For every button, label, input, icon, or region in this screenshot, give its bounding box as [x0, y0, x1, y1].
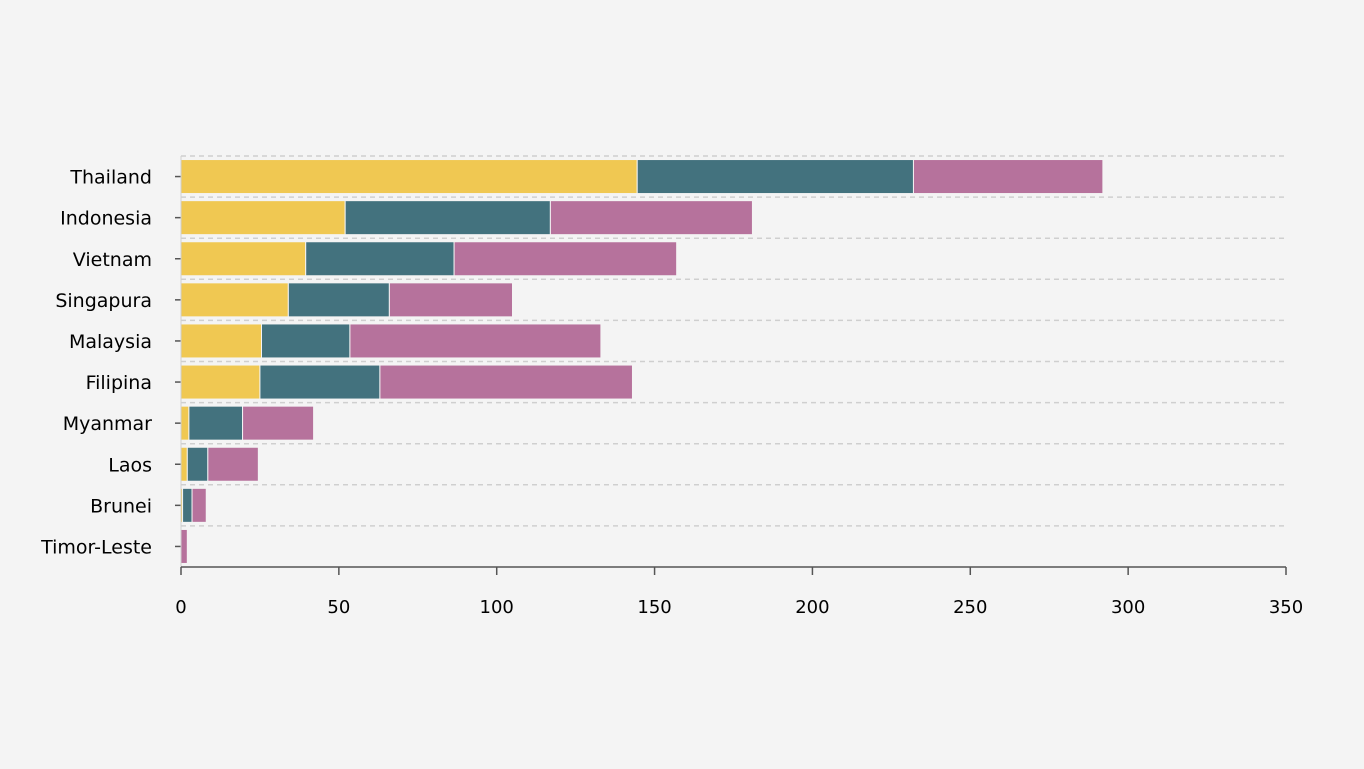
bar-segment-indonesia[interactable]: [549, 200, 753, 236]
x-tick-label: 50: [327, 597, 350, 618]
axis-layer: [175, 156, 1287, 575]
bar-segment-laos[interactable]: [186, 446, 209, 482]
bar-segment-vietnam[interactable]: [453, 241, 678, 277]
bar-segment-indonesia[interactable]: [180, 200, 346, 236]
category-label: Brunei: [90, 495, 152, 517]
x-tick-label: 250: [953, 597, 987, 618]
category-label: Laos: [108, 454, 152, 476]
bar-segment-malaysia[interactable]: [349, 323, 602, 359]
bar-segment-singapura[interactable]: [180, 282, 289, 318]
bar-segment-myanmar[interactable]: [188, 405, 244, 441]
x-tick-label: 100: [480, 597, 514, 618]
bar-segment-myanmar[interactable]: [180, 405, 190, 441]
bar-segment-timor-leste[interactable]: [180, 528, 188, 564]
x-tick-label: 350: [1269, 597, 1303, 618]
bar-segment-thailand[interactable]: [180, 159, 638, 195]
bar-segment-vietnam[interactable]: [180, 241, 307, 277]
bar-segment-myanmar[interactable]: [242, 405, 315, 441]
category-label: Filipina: [86, 372, 152, 394]
x-tick-label: 0: [175, 597, 186, 618]
category-label: Myanmar: [63, 413, 152, 435]
bar-segment-thailand[interactable]: [912, 159, 1104, 195]
x-tick-label: 300: [1111, 597, 1145, 618]
bar-segment-laos[interactable]: [207, 446, 259, 482]
x-tick-label: 200: [795, 597, 829, 618]
bar-segment-laos[interactable]: [180, 446, 188, 482]
grid-layer: [181, 155, 1286, 527]
category-label: Timor-Leste: [40, 536, 152, 558]
bar-segment-brunei[interactable]: [182, 487, 193, 523]
bar-segment-filipina[interactable]: [379, 364, 633, 400]
bar-segment-malaysia[interactable]: [261, 323, 351, 359]
category-label: Malaysia: [69, 331, 152, 353]
bar-segment-singapura[interactable]: [287, 282, 390, 318]
bar-segment-filipina[interactable]: [180, 364, 261, 400]
x-tick-label: 150: [637, 597, 671, 618]
bar-segment-malaysia[interactable]: [180, 323, 263, 359]
bar-segment-indonesia[interactable]: [344, 200, 551, 236]
category-label: Singapura: [55, 290, 152, 312]
bar-layer: [180, 159, 1104, 564]
category-label: Thailand: [69, 167, 152, 189]
label-layer: Thailand Indonesia Vietnam Singapura Malaysi…: [40, 167, 1303, 618]
category-label: Vietnam: [73, 249, 152, 271]
bar-segment-singapura[interactable]: [388, 282, 513, 318]
bar-segment-thailand[interactable]: [636, 159, 914, 195]
bar-segment-vietnam[interactable]: [305, 241, 455, 277]
bar-segment-filipina[interactable]: [259, 364, 381, 400]
category-label: Indonesia: [60, 208, 152, 230]
bar-segment-brunei[interactable]: [191, 487, 207, 523]
